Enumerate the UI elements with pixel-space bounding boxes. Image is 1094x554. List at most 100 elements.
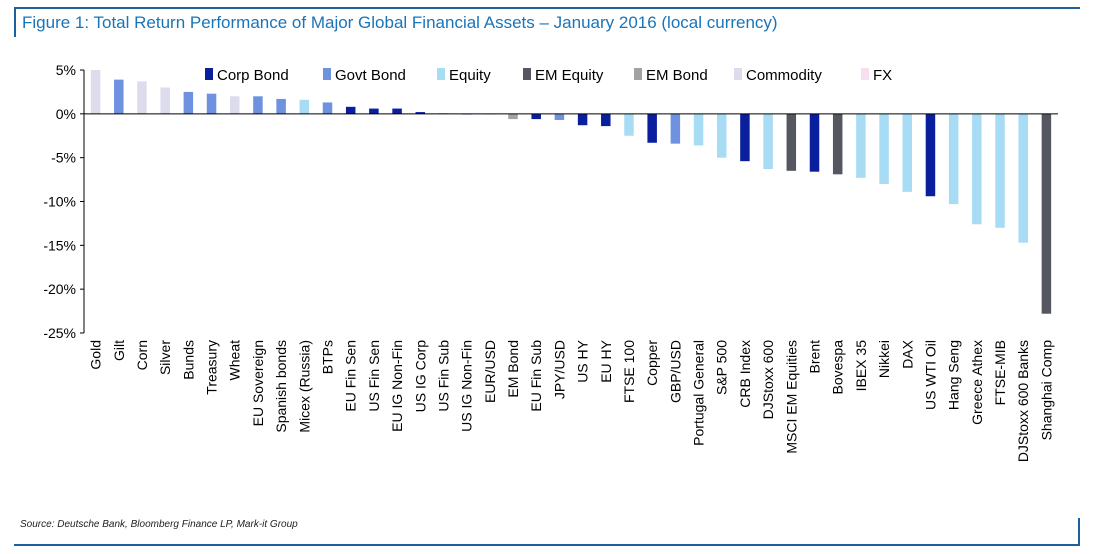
bar-gold xyxy=(90,70,101,114)
x-tick-label: Greece Athex xyxy=(969,340,985,425)
bar-us-fin-sen xyxy=(369,108,379,114)
x-tick-label: Shanghai Comp xyxy=(1038,340,1054,441)
x-tick-label: EU HY xyxy=(598,339,614,382)
legend-swatch-equity xyxy=(437,68,445,80)
bar-micex-russia- xyxy=(299,99,310,114)
y-tick-label: 5% xyxy=(56,62,76,78)
x-tick-label: Portugal General xyxy=(691,340,707,446)
x-tick-label: EU Fin Sub xyxy=(528,340,544,412)
x-tick-label: US IG Corp xyxy=(412,340,428,413)
bars-group xyxy=(90,70,1052,314)
x-tick-label: IBEX 35 xyxy=(853,340,869,392)
x-tick-label: US Fin Sub xyxy=(435,340,451,412)
x-tick-label: Nikkei xyxy=(876,340,892,378)
bar-eu-ig-non-fin xyxy=(392,108,402,114)
x-tick-label: Gilt xyxy=(111,340,127,361)
bar-jpy-usd xyxy=(554,113,565,120)
bar-hang-seng xyxy=(948,113,959,205)
bar-bovespa xyxy=(832,113,843,175)
x-tick-label: S&P 500 xyxy=(714,340,730,395)
chart-legend: Corp Bond Govt Bond Equity EM Equity EM Bond… xyxy=(205,67,892,84)
x-tick-label: EU Fin Sen xyxy=(343,340,359,412)
x-tick-label: EU IG Non-Fin xyxy=(389,340,405,432)
bar-eu-sovereign xyxy=(253,96,263,114)
x-tick-label: Micex (Russia) xyxy=(296,340,312,433)
bar-bunds xyxy=(183,91,194,114)
bar-msci-em-equities xyxy=(786,113,797,171)
x-tick-label: Hang Seng xyxy=(946,340,962,410)
x-tick-label: GBP/USD xyxy=(667,340,683,403)
bar-djstoxx-600 xyxy=(763,113,773,170)
legend-label: FX xyxy=(873,67,892,84)
x-tick-label: MSCI EM Equities xyxy=(783,340,799,454)
legend-label: EM Equity xyxy=(535,67,604,84)
bar-ftse-mib xyxy=(995,113,1005,228)
x-axis: Gold Gilt Corn Silver Bunds Treasury Wheat EU S… xyxy=(84,113,1058,462)
figure-title: Figure 1: Total Return Performance of Ma… xyxy=(22,13,778,32)
legend-label: EM Bond xyxy=(646,67,708,84)
x-tick-label: Gold xyxy=(88,340,104,370)
bar-eu-fin-sen xyxy=(345,106,356,114)
legend-swatch-fx xyxy=(861,68,869,80)
x-tick-label: Silver xyxy=(157,340,173,375)
x-tick-label: EM Bond xyxy=(505,340,521,398)
bar-us-hy xyxy=(577,113,588,126)
bar-dax xyxy=(902,113,913,192)
bar-greece-athex xyxy=(972,113,982,225)
y-tick-label: -20% xyxy=(43,281,76,297)
frame-right-border xyxy=(1078,518,1080,546)
bar-shanghai-comp xyxy=(1041,113,1052,314)
bar-brent xyxy=(809,113,820,172)
bar-crb-index xyxy=(740,113,750,162)
bar-btps xyxy=(322,102,333,114)
x-tick-label: Treasury xyxy=(204,340,220,395)
bar-us-wti-oil xyxy=(925,113,936,197)
bar-djstoxx-600-banks xyxy=(1018,113,1028,243)
legend-swatch-corp-bond xyxy=(205,68,213,80)
x-tick-label: Wheat xyxy=(227,340,243,381)
bar-spanish-bonds xyxy=(276,98,286,114)
x-tick-label: US IG Non-Fin xyxy=(459,340,475,432)
legend-swatch-govt-bond xyxy=(323,68,331,80)
x-tick-label: DAX xyxy=(899,339,915,368)
x-tick-label: BTPs xyxy=(320,340,336,374)
y-tick-label: 0% xyxy=(56,106,76,122)
x-tick-label: FTSE-MIB xyxy=(992,340,1008,405)
legend-label: Govt Bond xyxy=(335,67,406,84)
x-tick-label: DJStoxx 600 Banks xyxy=(1015,340,1031,462)
x-tick-label: DJStoxx 600 xyxy=(760,340,776,420)
x-tick-label: Bovespa xyxy=(830,340,846,395)
bar-s-p-500 xyxy=(716,113,727,158)
x-tick-label: Corn xyxy=(134,340,150,370)
bar-ibex-35 xyxy=(856,113,866,178)
bar-copper xyxy=(647,113,657,143)
legend-swatch-em-bond xyxy=(634,68,642,80)
y-tick-label: -25% xyxy=(43,325,76,341)
y-tick-label: -15% xyxy=(43,237,76,253)
frame-left-border xyxy=(14,7,16,37)
x-tick-label: US HY xyxy=(575,339,591,382)
bar-wheat xyxy=(229,96,240,114)
x-tick-label: CRB Index xyxy=(737,340,753,408)
bar-eu-fin-sub xyxy=(531,113,541,120)
x-tick-label: Brent xyxy=(807,340,823,374)
legend-swatch-em-equity xyxy=(523,68,531,80)
legend-label: Corp Bond xyxy=(217,67,289,84)
bar-treasury xyxy=(206,93,217,114)
x-tick-label: US WTI Oil xyxy=(922,340,938,410)
frame-bottom-border xyxy=(14,544,1080,546)
bar-em-bond xyxy=(508,113,518,120)
source-note: Source: Deutsche Bank, Bloomberg Finance… xyxy=(20,519,298,530)
x-tick-label: EU Sovereign xyxy=(250,340,266,426)
legend-label: Equity xyxy=(449,67,491,84)
y-axis: 5% 0% -5% -10% -15% -20% -25% xyxy=(43,62,85,341)
x-tick-label: EUR/USD xyxy=(482,340,498,403)
bar-corn xyxy=(137,81,147,114)
bar-us-ig-corp xyxy=(415,112,426,114)
x-tick-label: Bunds xyxy=(180,340,196,380)
x-tick-label: JPY/USD xyxy=(551,340,567,399)
bar-portugal-general xyxy=(693,113,704,146)
bar-gilt xyxy=(114,79,124,114)
x-tick-label: US Fin Sen xyxy=(366,340,382,412)
